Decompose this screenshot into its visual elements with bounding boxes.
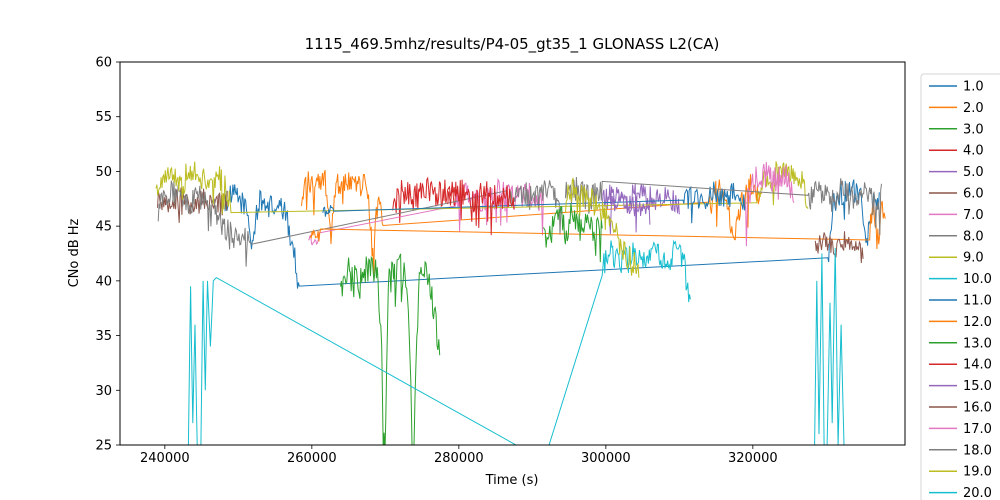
- y-tick-label: 45: [95, 220, 112, 235]
- series-line-17.0: [745, 161, 795, 247]
- legend-label-16.0: 16.0: [963, 401, 992, 416]
- plot-border: [119, 61, 906, 446]
- x-tick-label: 300000: [581, 451, 631, 466]
- legend-label-11.0: 11.0: [963, 294, 992, 309]
- series-line-16.0: [814, 231, 864, 264]
- legend-label-12.0: 12.0: [963, 315, 992, 330]
- legend-label-15.0: 15.0: [963, 379, 992, 394]
- x-tick-label: 240000: [140, 451, 190, 466]
- axes: 240000 260000 280000 300000 320000 25 30 35 40 45…: [95, 56, 906, 466]
- series-line-2.0: [301, 169, 763, 275]
- legend-label-14.0: 14.0: [963, 358, 992, 373]
- legend-label-13.0: 13.0: [963, 336, 992, 351]
- x-tick-label: 280000: [434, 451, 484, 466]
- y-tick-label: 40: [95, 274, 112, 289]
- y-tick-label: 35: [95, 329, 112, 344]
- series-line-9.0: [155, 161, 809, 215]
- y-tick-label: 25: [95, 439, 112, 454]
- series-lines: [155, 161, 886, 445]
- legend-label-9.0: 9.0: [963, 251, 984, 266]
- series-line-11.0: [322, 181, 746, 224]
- x-tick-label: 260000: [287, 451, 337, 466]
- plot-area: 240000 260000 280000 300000 320000 25 30 35 40 45…: [95, 56, 1000, 500]
- y-axis-label: CNo dB Hz: [67, 218, 82, 287]
- series-line-14.0: [447, 179, 515, 236]
- series-line-13.0: [542, 202, 603, 263]
- series-line-15.0: [609, 191, 651, 235]
- y-tick-label: 30: [95, 384, 112, 399]
- legend-label-3.0: 3.0: [963, 122, 984, 137]
- y-tick-label: 55: [95, 110, 112, 125]
- legend-label-7.0: 7.0: [963, 208, 984, 223]
- legend-label-5.0: 5.0: [963, 165, 984, 180]
- legend-label-1.0: 1.0: [963, 80, 984, 95]
- series-line-4.0: [392, 176, 461, 223]
- legend: 1.0 2.0 3.0 4.0 5.0 6.0 7.0 8.0 9.0 10.0 11.0 12.0 1…: [920, 73, 1000, 500]
- series-line-20.0: [814, 247, 845, 445]
- series-line-10.0: [187, 239, 691, 445]
- series-line-5.0: [601, 183, 680, 233]
- legend-label-10.0: 10.0: [963, 272, 992, 287]
- legend-label-2.0: 2.0: [963, 101, 984, 116]
- series-line-19.0: [564, 177, 640, 278]
- legend-label-4.0: 4.0: [963, 144, 984, 159]
- chart-title: 1115_469.5mhz/results/P4-05_gt35_1 GLONA…: [305, 35, 720, 54]
- y-tick-label: 60: [95, 56, 112, 71]
- legend-label-17.0: 17.0: [963, 422, 992, 437]
- legend-label-19.0: 19.0: [963, 465, 992, 480]
- series-line-8.0: [157, 180, 563, 267]
- legend-frame: [920, 73, 1000, 500]
- legend-label-20.0: 20.0: [963, 486, 992, 500]
- legend-label-6.0: 6.0: [963, 187, 984, 202]
- legend-label-18.0: 18.0: [963, 443, 992, 458]
- series-line-3.0: [340, 253, 441, 445]
- legend-label-8.0: 8.0: [963, 229, 984, 244]
- y-tick-label: 50: [95, 165, 112, 180]
- x-axis-label: Time (s): [485, 473, 539, 488]
- x-tick-label: 320000: [728, 451, 778, 466]
